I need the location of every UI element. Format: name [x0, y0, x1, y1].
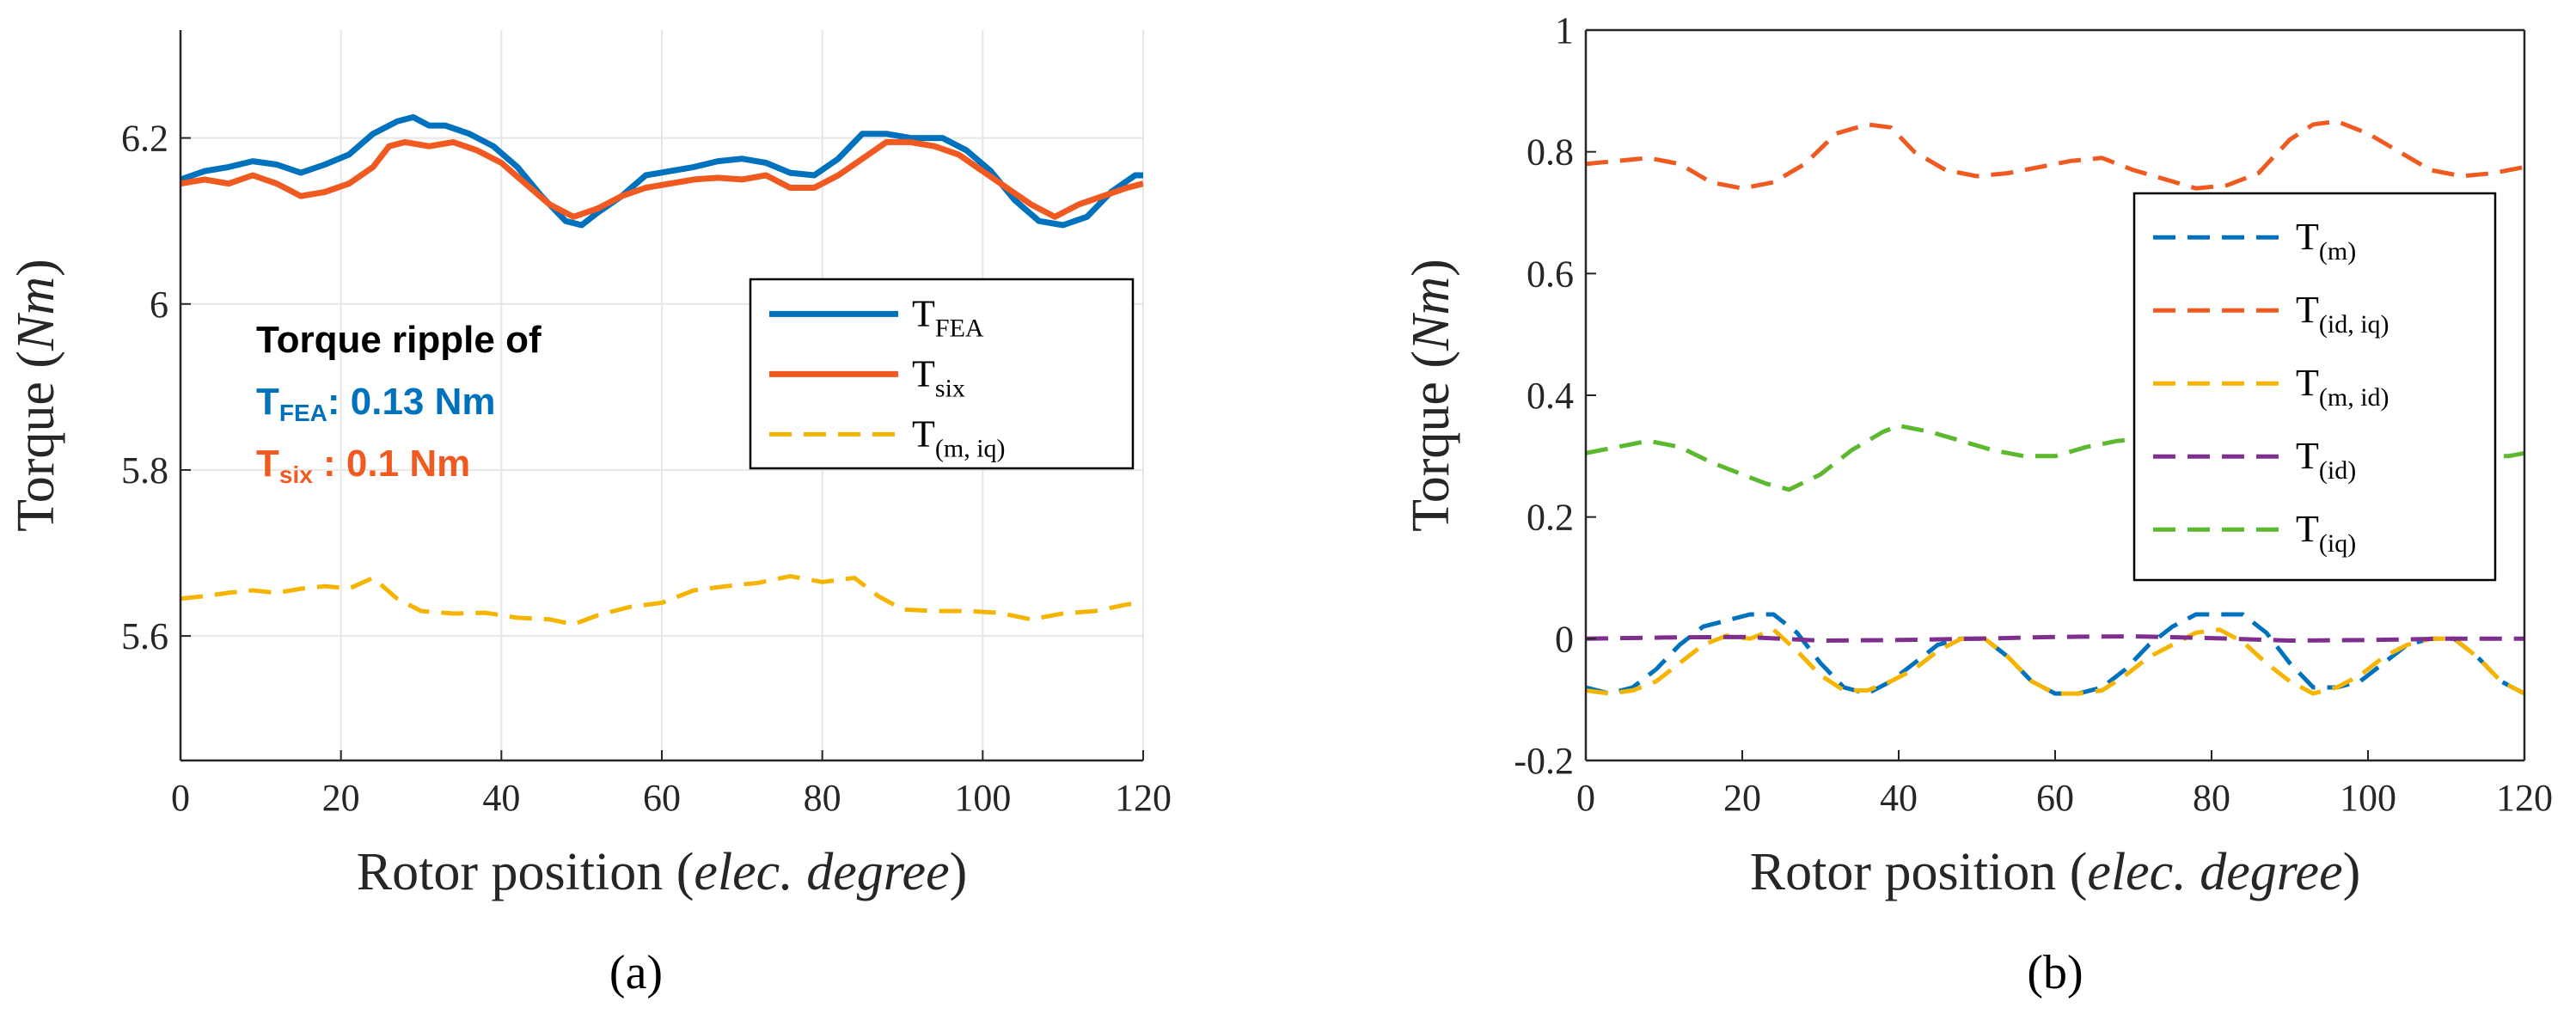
y-axis-label-text: Torque [7, 382, 65, 532]
x-tick-label: 20 [322, 777, 360, 819]
legend: T(m)T(id, iq)T(m, id)T(id)T(iq) [2132, 192, 2497, 582]
x-tick-label: 40 [482, 777, 520, 819]
y-tick-label: 0.4 [1527, 375, 1574, 417]
x-tick-label: 80 [2193, 777, 2230, 819]
x-axis-label-paren: ) [950, 843, 968, 901]
legend-entry-sub: (m, id) [2319, 383, 2389, 412]
legend-entry-name: T [2296, 435, 2319, 477]
legend-entry-sub: (id) [2319, 456, 2356, 485]
y-axis-label-paren: ) [7, 259, 65, 277]
annotation-fea-sub: FEA [279, 400, 327, 426]
x-axis-label: Rotor position (elec. degree) [357, 843, 968, 901]
legend-entry-name: T [912, 352, 935, 394]
legend-entry: T(id) [2296, 435, 2356, 485]
legend-entry: T(iq) [2296, 508, 2356, 558]
legend-entry-sub: (iq) [2319, 529, 2356, 558]
legend-entry: T(m, iq) [912, 412, 1006, 462]
legend-entry-name: T [2296, 362, 2319, 404]
y-tick-label: -0.2 [1514, 740, 1574, 782]
series-line-id-iq [1586, 119, 2524, 191]
x-tick-label: 20 [1723, 777, 1761, 819]
series-line-fea [181, 113, 1143, 229]
x-tick-label: 80 [804, 777, 841, 819]
legend-entry: T(id, iq) [2296, 289, 2389, 339]
x-tick-label: 120 [2496, 777, 2553, 819]
legend-entry-sub: FEA [935, 314, 984, 342]
y-axis-label-paren: ( [7, 351, 65, 382]
annotation-fea: TFEA: 0.13 Nm [256, 381, 496, 426]
y-axis-label-text: Torque [1402, 382, 1460, 532]
annotation-six-name: T [256, 443, 279, 485]
annotation-fea-value: : 0.13 Nm [327, 381, 496, 423]
series-line-m [1586, 612, 2524, 696]
x-axis-label-paren: ( [2056, 843, 2087, 901]
y-axis-label: Torque (Nm) [7, 259, 65, 532]
x-tick-label: 0 [171, 777, 190, 819]
legend-entry-name: T [2296, 289, 2319, 331]
x-axis-label-text: Rotor position [357, 843, 664, 901]
legend-box [2132, 192, 2497, 582]
y-axis-label-paren: ( [1402, 351, 1460, 382]
y-tick-label: 0.8 [1527, 131, 1574, 174]
x-axis-label: Rotor position (elec. degree) [1750, 843, 2361, 901]
annotation-title-text: Torque ripple of [256, 319, 542, 361]
y-tick-label: 6.2 [121, 118, 168, 160]
x-tick-label: 100 [2340, 777, 2396, 819]
x-tick-label: 120 [1115, 777, 1172, 819]
chart-panel-a: 0 20 40 60 80 100 120 5.6 5.8 6 6.2 Rotor position … [7, 30, 1172, 999]
series-line-id [1586, 634, 2524, 643]
x-axis-label-unit: elec. degree [694, 843, 949, 901]
legend-entry-sub: (m, iq) [935, 434, 1006, 462]
y-tick-label: 1 [1555, 9, 1574, 52]
legend-entry-name: T [2296, 216, 2319, 258]
annotation-fea-name: T [256, 381, 279, 423]
legend-entry-name: T [912, 412, 935, 455]
y-axis-label-unit: Nm [1402, 277, 1460, 351]
series-line-six [181, 138, 1143, 220]
legend-entry-sub: (id, iq) [2319, 310, 2389, 339]
series-line-iq [1586, 423, 2181, 492]
y-axis-label-paren: ) [1402, 259, 1460, 277]
series-group [181, 113, 1143, 627]
x-tick-label: 40 [1880, 777, 1918, 819]
series-line-m-iq [181, 574, 1143, 627]
y-tick-label: 5.8 [121, 449, 168, 492]
legend-entry-sub: six [935, 374, 965, 402]
x-tick-label: 0 [1576, 777, 1595, 819]
annotation-six: Tsix : 0.1 Nm [256, 443, 470, 488]
legend-entry-name: T [912, 292, 935, 334]
x-tick-label: 100 [954, 777, 1011, 819]
annotation-six-value: : 0.1 Nm [313, 443, 470, 485]
x-tick-label: 60 [643, 777, 681, 819]
x-axis-label-text: Rotor position [1750, 843, 2057, 901]
y-tick-label: 5.6 [121, 615, 168, 657]
legend-entry: T(m) [2296, 216, 2356, 266]
panel-label: (b) [2027, 946, 2083, 999]
legend-entry-name: T [2296, 508, 2319, 550]
legend-entry-sub: (m) [2319, 237, 2356, 266]
y-axis-label: Torque (Nm) [1402, 259, 1460, 532]
y-tick-label: 0 [1555, 618, 1574, 660]
annotation-title: Torque ripple of [256, 319, 542, 361]
series-group [1586, 119, 2524, 696]
y-tick-label: 6 [150, 284, 168, 326]
legend-entry: T(m, id) [2296, 362, 2389, 412]
x-axis-label-unit: elec. degree [2087, 843, 2342, 901]
panel-label: (a) [609, 946, 663, 999]
y-tick-label: 0.2 [1527, 497, 1574, 539]
y-tick-label: 0.6 [1527, 253, 1574, 295]
x-tick-label: 60 [2036, 777, 2074, 819]
legend-entry: Tsix [912, 352, 965, 402]
annotation-six-sub: six [279, 461, 313, 488]
legend-entry: TFEA [912, 292, 984, 342]
x-axis-label-paren: ) [2343, 843, 2361, 901]
y-axis-label-unit: Nm [7, 277, 65, 351]
x-axis-label-paren: ( [663, 843, 694, 901]
